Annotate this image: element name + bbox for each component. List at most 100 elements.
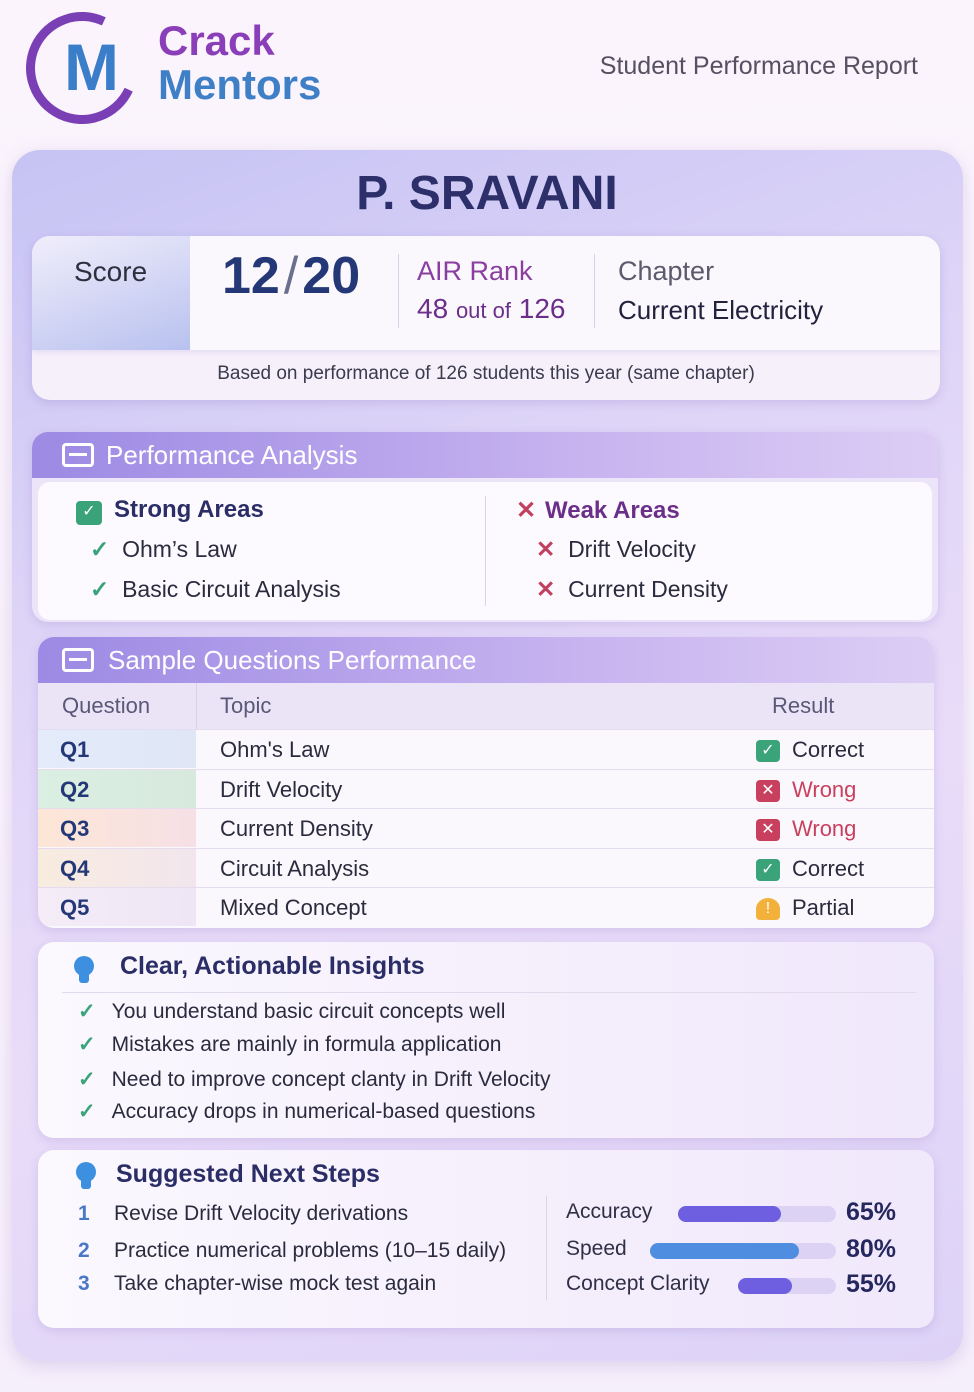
air-rank-label: AIR Rank	[417, 256, 533, 286]
metric-progress-fill	[678, 1206, 781, 1222]
column-topic: Topic	[220, 693, 272, 718]
air-rank-value: 48 out of 126	[417, 293, 565, 325]
insight-item: ✓ Mistakes are mainly in formula applicat…	[78, 1032, 501, 1057]
insight-text: Need to improve concept clanty in Drift …	[111, 1068, 551, 1091]
chapter-value: Current Electricity	[618, 295, 824, 325]
step-text: Practice numerical problems (10–15 daily…	[114, 1239, 507, 1262]
step-number: 1	[78, 1202, 90, 1225]
chapter-label: Chapter	[618, 256, 715, 286]
logo-text-mentors: Mentors	[158, 61, 322, 108]
table-row: Q4 Circuit Analysis ✓ Correct	[38, 847, 934, 888]
metric-progress-bar	[738, 1278, 836, 1294]
result-label: Wrong	[792, 816, 857, 841]
score-summary: Score 12/20 AIR Rank 48 out of 126 Chapt…	[32, 236, 940, 400]
strong-item: ✓ Ohm’s Law	[90, 536, 237, 563]
metric-value: 55%	[846, 1270, 897, 1298]
insight-text: Mistakes are mainly in formula applicati…	[111, 1033, 502, 1056]
air-total: 126	[518, 293, 566, 324]
strong-areas: ✓ Strong Areas	[76, 496, 264, 525]
table-row: Q3 Current Density ✕ Wrong	[38, 808, 934, 847]
table-header: Question Topic Result	[38, 683, 934, 729]
divider	[485, 496, 486, 606]
metric-label: Speed	[566, 1237, 627, 1260]
question-topic: Current Density	[220, 816, 373, 841]
score-label: Score	[74, 256, 148, 287]
table-row: Q1 Ohm's Law ✓ Correct	[38, 729, 934, 768]
step-number: 3	[78, 1272, 90, 1295]
check-icon: ✓	[78, 1068, 96, 1091]
insights-title: Clear, Actionable Insights	[120, 952, 425, 980]
check-badge-icon: ✓	[76, 500, 102, 525]
insight-item: ✓ Need to improve concept clanty in Drift…	[78, 1067, 550, 1092]
logo-letter: M	[64, 30, 119, 104]
question-topic: Circuit Analysis	[220, 855, 370, 881]
check-icon: ✓	[78, 1033, 96, 1056]
score-total: 20	[302, 247, 361, 305]
step-item: 3 Take chapter-wise mock test again	[78, 1272, 436, 1296]
divider	[196, 683, 197, 729]
question-topic: Ohm's Law	[220, 737, 330, 762]
question-id: Q5	[38, 888, 196, 926]
step-item: 1 Revise Drift Velocity derivations	[78, 1202, 408, 1226]
weak-item: ✕ Current Density	[536, 576, 728, 603]
performance-areas: ✓ Strong Areas ✓ Ohm’s Law ✓ Basic Circui…	[38, 482, 932, 620]
score-row: Score 12/20 AIR Rank 48 out of 126 Chapt…	[32, 236, 940, 350]
question-id: Q3	[38, 809, 196, 847]
metric-label: Concept Clarity	[566, 1272, 710, 1295]
lightbulb-icon	[68, 950, 98, 986]
column-question: Question	[62, 693, 151, 718]
question-result: ✓ Correct	[756, 849, 864, 888]
check-icon: ✓	[78, 1000, 96, 1023]
weak-item-label: Current Density	[568, 576, 728, 602]
x-icon: ✕	[516, 497, 537, 524]
check-icon: ✓	[90, 576, 110, 602]
report-icon	[62, 443, 94, 467]
step-text: Take chapter-wise mock test again	[114, 1272, 437, 1295]
correct-badge-icon: ✓	[756, 740, 780, 763]
next-steps-card: Suggested Next Steps 1 Revise Drift Veloc…	[38, 1150, 934, 1328]
question-result: ✕ Wrong	[756, 770, 856, 809]
score-obtained: 12	[222, 247, 280, 305]
x-icon: ✕	[536, 576, 556, 602]
sample-questions-card: Sample Questions Performance Question To…	[38, 637, 934, 928]
column-result: Result	[772, 693, 835, 718]
score-note: Based on performance of 126 students thi…	[217, 363, 755, 384]
score-slash: /	[283, 247, 299, 305]
insights-card: Clear, Actionable Insights ✓ You understa…	[38, 942, 934, 1138]
question-result: ! Partial	[756, 888, 854, 927]
question-result: ✓ Correct	[756, 730, 864, 769]
question-id: Q4	[38, 848, 196, 887]
weak-areas-title: Weak Areas	[545, 497, 680, 524]
step-text: Revise Drift Velocity derivations	[114, 1202, 409, 1225]
weak-item: ✕ Drift Velocity	[536, 536, 696, 563]
question-id: Q1	[38, 730, 196, 768]
step-item: 2 Practice numerical problems (10–15 dail…	[78, 1239, 506, 1263]
metric-progress-bar	[650, 1243, 836, 1259]
air-rank: 48	[417, 293, 449, 324]
next-steps-title: Suggested Next Steps	[116, 1160, 380, 1188]
insight-item: ✓ You understand basic circuit concepts w…	[78, 999, 505, 1024]
partial-badge-icon: !	[756, 898, 780, 921]
crack-mentors-logo: M Crack Mentors	[10, 0, 366, 140]
strong-areas-title: Strong Areas	[114, 496, 264, 523]
question-id: Q2	[38, 769, 196, 808]
insight-text: You understand basic circuit concepts we…	[111, 1000, 506, 1023]
step-number: 2	[78, 1239, 90, 1262]
metric-value: 80%	[846, 1235, 897, 1263]
divider	[398, 254, 399, 328]
divider	[62, 992, 916, 993]
table-icon	[62, 648, 94, 672]
metric-progress-bar	[678, 1206, 836, 1222]
logo-text-crack: Crack	[158, 17, 275, 64]
x-icon: ✕	[536, 536, 556, 562]
result-label: Partial	[792, 895, 855, 920]
result-label: Correct	[792, 737, 865, 762]
report-title: Student Performance Report	[599, 52, 918, 80]
weak-areas: ✕ Weak Areas	[516, 496, 680, 525]
wrong-badge-icon: ✕	[756, 819, 780, 842]
score-label-cell: Score	[32, 236, 190, 350]
strong-item-label: Basic Circuit Analysis	[122, 576, 341, 602]
divider	[546, 1196, 547, 1300]
insight-text: Accuracy drops in numerical-based questi…	[111, 1100, 536, 1123]
sample-questions-title: Sample Questions Performance	[38, 637, 934, 683]
